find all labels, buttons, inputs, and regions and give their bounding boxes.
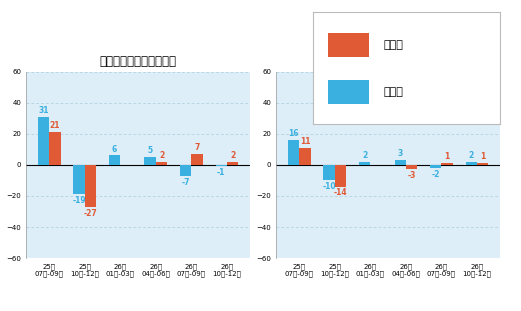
Text: 2: 2 bbox=[159, 151, 164, 160]
Text: -14: -14 bbox=[333, 188, 348, 197]
Bar bbox=[227, 162, 238, 165]
Bar bbox=[441, 163, 453, 165]
Title: １戸当り受注床面積指数（全国）: １戸当り受注床面積指数（全国） bbox=[336, 55, 441, 67]
Bar bbox=[156, 162, 167, 165]
Bar bbox=[406, 165, 417, 169]
Text: 見通し: 見通し bbox=[384, 87, 404, 97]
Text: 11: 11 bbox=[300, 137, 310, 146]
Bar bbox=[180, 165, 191, 176]
Title: 総受注金額指数（全国）: 総受注金額指数（全国） bbox=[100, 55, 177, 67]
Text: 3: 3 bbox=[398, 149, 403, 158]
Bar bbox=[288, 140, 299, 165]
Text: -10: -10 bbox=[322, 182, 336, 191]
Bar bbox=[191, 154, 203, 165]
Text: 21: 21 bbox=[49, 121, 60, 130]
Text: -19: -19 bbox=[72, 196, 86, 205]
Bar bbox=[299, 148, 311, 165]
Bar bbox=[359, 162, 370, 165]
Bar bbox=[85, 165, 96, 207]
Bar bbox=[328, 80, 369, 104]
Text: -27: -27 bbox=[83, 209, 97, 218]
Text: -2: -2 bbox=[431, 170, 440, 179]
Text: 1: 1 bbox=[444, 152, 450, 161]
Bar bbox=[73, 165, 85, 194]
Text: 5: 5 bbox=[147, 146, 153, 155]
Text: 16: 16 bbox=[288, 129, 299, 138]
Bar bbox=[477, 163, 488, 165]
Bar bbox=[466, 162, 477, 165]
Text: 1: 1 bbox=[480, 152, 486, 161]
Text: 6: 6 bbox=[112, 145, 117, 154]
Text: 2: 2 bbox=[469, 151, 474, 160]
Text: -7: -7 bbox=[181, 178, 190, 187]
Text: 7: 7 bbox=[194, 143, 200, 152]
Bar bbox=[324, 165, 335, 180]
Bar bbox=[394, 160, 406, 165]
Text: 2: 2 bbox=[230, 151, 235, 160]
Text: 2: 2 bbox=[362, 151, 367, 160]
Bar bbox=[38, 117, 49, 165]
Text: 実　績: 実 績 bbox=[384, 40, 404, 50]
Bar bbox=[109, 156, 120, 165]
Text: -3: -3 bbox=[407, 171, 416, 180]
Bar bbox=[144, 157, 156, 165]
Bar bbox=[49, 132, 60, 165]
Bar bbox=[328, 33, 369, 57]
Bar bbox=[430, 165, 441, 168]
Text: 31: 31 bbox=[38, 106, 49, 115]
Bar bbox=[216, 165, 227, 166]
Text: -1: -1 bbox=[217, 168, 226, 177]
Bar bbox=[335, 165, 346, 187]
